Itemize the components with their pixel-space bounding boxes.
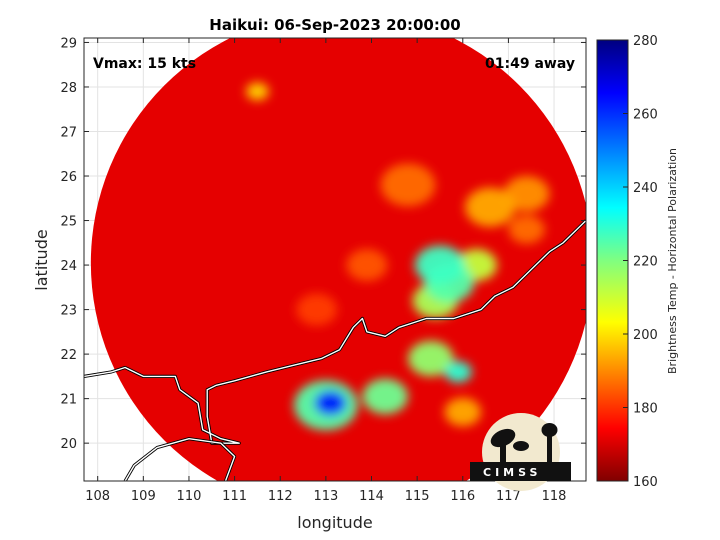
y-tick-label: 24 bbox=[60, 259, 77, 274]
y-tick-label: 29 bbox=[60, 36, 77, 51]
x-tick-label: 113 bbox=[313, 489, 338, 504]
x-axis-title: longitude bbox=[297, 513, 372, 532]
axes-box bbox=[83, 37, 587, 482]
convection-cell bbox=[465, 187, 516, 227]
coastlines bbox=[84, 219, 586, 481]
convection-cell bbox=[380, 163, 436, 207]
logo-dish-small-icon bbox=[513, 441, 529, 451]
y-tick-label: 23 bbox=[60, 304, 77, 319]
vmax-annotation: Vmax: 15 kts bbox=[93, 56, 196, 72]
logo-dish-icon bbox=[490, 428, 516, 448]
colorbar-ticks: 160 180 200 220 240 260 280 bbox=[623, 34, 658, 490]
colorbar-tick-label: 220 bbox=[633, 255, 658, 270]
logo-ground-bar bbox=[470, 462, 571, 481]
colorbar-tick-label: 180 bbox=[633, 402, 658, 417]
convection-cell bbox=[362, 378, 409, 415]
time-away-annotation: 01:49 away bbox=[485, 56, 575, 72]
convection-cell bbox=[444, 397, 482, 427]
plot-title: Haikui: 06-Sep-2023 20:00:00 bbox=[209, 16, 460, 34]
china-coastline bbox=[84, 219, 586, 444]
convection-cell bbox=[503, 176, 550, 212]
convection-features bbox=[246, 82, 550, 431]
convection-cell bbox=[414, 245, 466, 285]
y-tick-label: 28 bbox=[60, 81, 77, 96]
y-axis-title: latitude bbox=[32, 229, 51, 290]
x-tick-label: 108 bbox=[85, 489, 110, 504]
x-tick-label: 116 bbox=[450, 489, 475, 504]
x-tick-label: 114 bbox=[359, 489, 384, 504]
colorbar-tick-label: 160 bbox=[633, 475, 658, 490]
colorbar-tick-label: 260 bbox=[633, 108, 658, 123]
x-tick-label: 112 bbox=[268, 489, 293, 504]
x-tick-label: 117 bbox=[496, 489, 521, 504]
convection-cell bbox=[444, 361, 472, 383]
colorbar-label: Brightness Temp - Horizontal Polarizatio… bbox=[666, 148, 679, 374]
colorbar-tick-label: 240 bbox=[633, 181, 658, 196]
x-tick-label: 115 bbox=[405, 489, 430, 504]
convection-cell bbox=[314, 390, 347, 416]
logo-text: CIMSS bbox=[483, 466, 541, 479]
hainan-coastline bbox=[124, 438, 236, 481]
y-tick-label: 20 bbox=[60, 437, 77, 452]
colorbar: 160 180 200 220 240 260 280 Brightness Temp - … bbox=[596, 34, 679, 490]
logo-dish-stand bbox=[500, 442, 506, 462]
x-tick-label: 111 bbox=[222, 489, 247, 504]
x-axis: 108 109 110 111 112 113 114 115 116 117 118 bbox=[85, 38, 566, 504]
convection-cell bbox=[408, 340, 454, 377]
logo-tower-icon bbox=[547, 436, 552, 462]
cimss-logo: CIMSS bbox=[470, 413, 571, 491]
y-tick-label: 26 bbox=[60, 170, 77, 185]
colorbar-bar bbox=[596, 39, 629, 482]
x-tick-label: 110 bbox=[177, 489, 202, 504]
swath-image bbox=[90, 38, 586, 481]
y-tick-label: 25 bbox=[60, 215, 77, 230]
convection-cell bbox=[296, 293, 338, 326]
y-axis: 20 21 22 23 24 25 26 27 28 29 bbox=[60, 36, 586, 452]
y-tick-label: 27 bbox=[60, 125, 77, 140]
convection-cell bbox=[246, 82, 269, 101]
colorbar-tick-label: 280 bbox=[633, 34, 658, 49]
logo-tower-tank bbox=[541, 423, 558, 437]
y-tick-label: 22 bbox=[60, 348, 77, 363]
x-tick-label: 109 bbox=[131, 489, 156, 504]
y-tick-label: 21 bbox=[60, 393, 77, 408]
convection-cell bbox=[346, 249, 388, 282]
colorbar-tick-label: 200 bbox=[633, 328, 658, 343]
x-tick-label: 118 bbox=[542, 489, 567, 504]
convection-cell bbox=[508, 215, 545, 244]
